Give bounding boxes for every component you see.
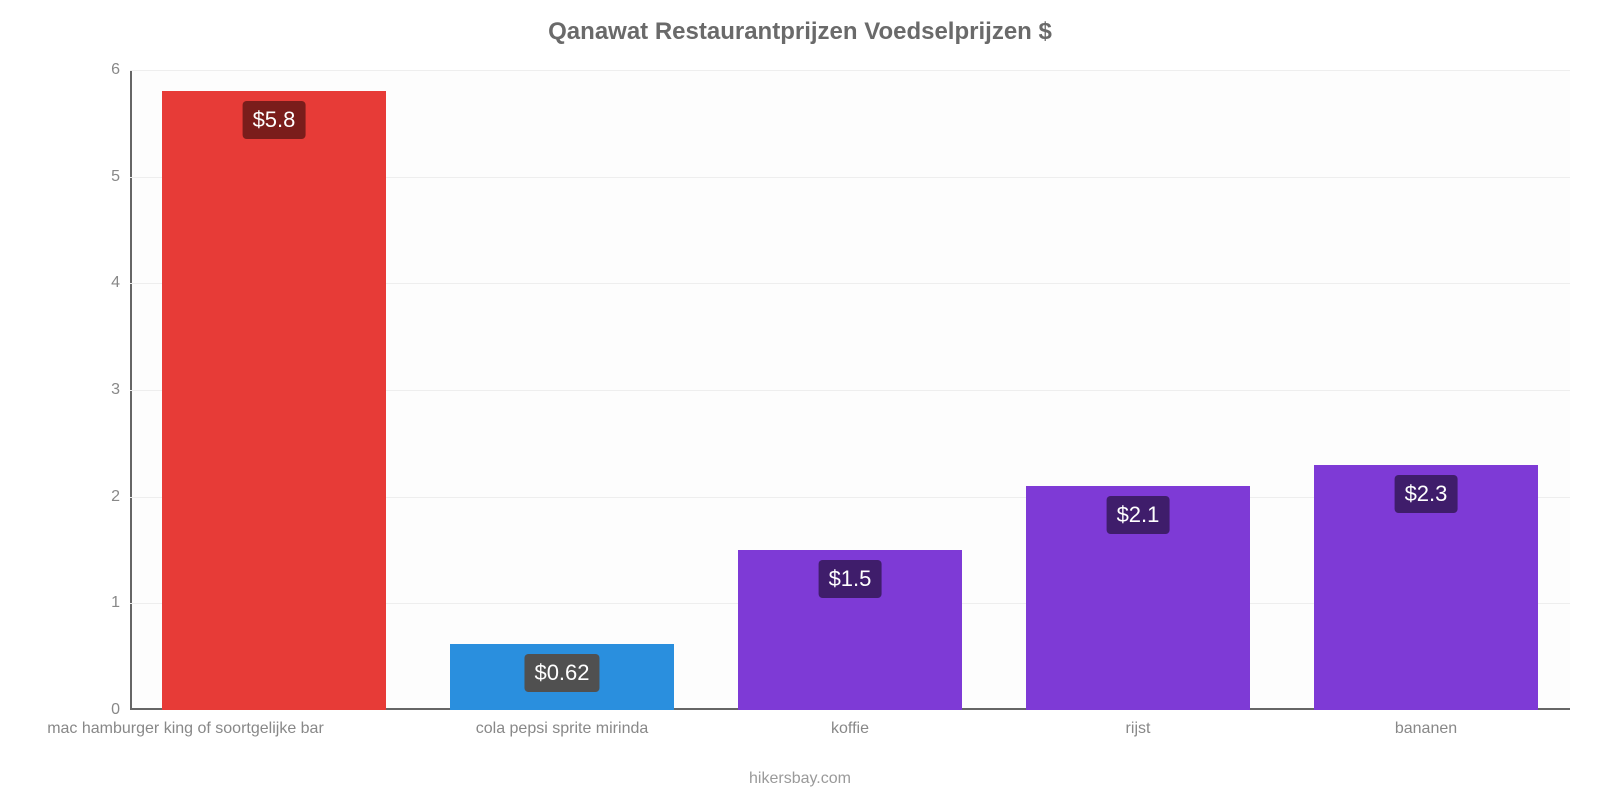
bar-value-label: $1.5 <box>819 560 882 598</box>
x-tick-label: koffie <box>831 720 869 738</box>
y-tick-label: 1 <box>111 594 120 612</box>
x-tick-label: mac hamburger king of soortgelijke bar <box>47 720 324 738</box>
y-tick-label: 6 <box>111 61 120 79</box>
y-tick-label: 2 <box>111 488 120 506</box>
x-tick-label: cola pepsi sprite mirinda <box>476 720 649 738</box>
y-tick-label: 3 <box>111 381 120 399</box>
bar-value-label: $0.62 <box>524 654 599 692</box>
bar-slot: $2.1 <box>1026 70 1251 710</box>
x-tick-label: rijst <box>1126 720 1151 738</box>
bar-value-badge: $2.3 <box>1395 475 1458 513</box>
bar <box>162 91 387 710</box>
bar-slot: $2.3 <box>1314 70 1539 710</box>
y-tick-label: 4 <box>111 274 120 292</box>
bars-group: $5.8 $0.62 $1.5 $2.1 $2.3 <box>130 70 1570 710</box>
y-tick-label: 0 <box>111 701 120 719</box>
bar-value-badge: $5.8 <box>243 101 306 139</box>
bar-value-badge: $1.5 <box>819 560 882 598</box>
x-tick-label: bananen <box>1395 720 1457 738</box>
chart-container: Qanawat Restaurantprijzen Voedselprijzen… <box>0 0 1600 800</box>
bar-value-label: $2.3 <box>1395 475 1458 513</box>
plot-area: 0123456 $5.8$0.62$1.5$2.1$2.3 mac hambur… <box>130 70 1570 710</box>
bar-slot: $1.5 <box>738 70 963 710</box>
bar-value-label: $5.8 <box>243 101 306 139</box>
y-tick-label: 5 <box>111 168 120 186</box>
source-label: hikersbay.com <box>0 770 1600 788</box>
bar-value-badge: $0.62 <box>524 654 599 692</box>
bar-slot: $0.62 <box>450 70 675 710</box>
chart-title: Qanawat Restaurantprijzen Voedselprijzen… <box>0 18 1600 46</box>
bar-value-label: $2.1 <box>1107 496 1170 534</box>
bar-slot: $5.8 <box>162 70 387 710</box>
bar-value-badge: $2.1 <box>1107 496 1170 534</box>
